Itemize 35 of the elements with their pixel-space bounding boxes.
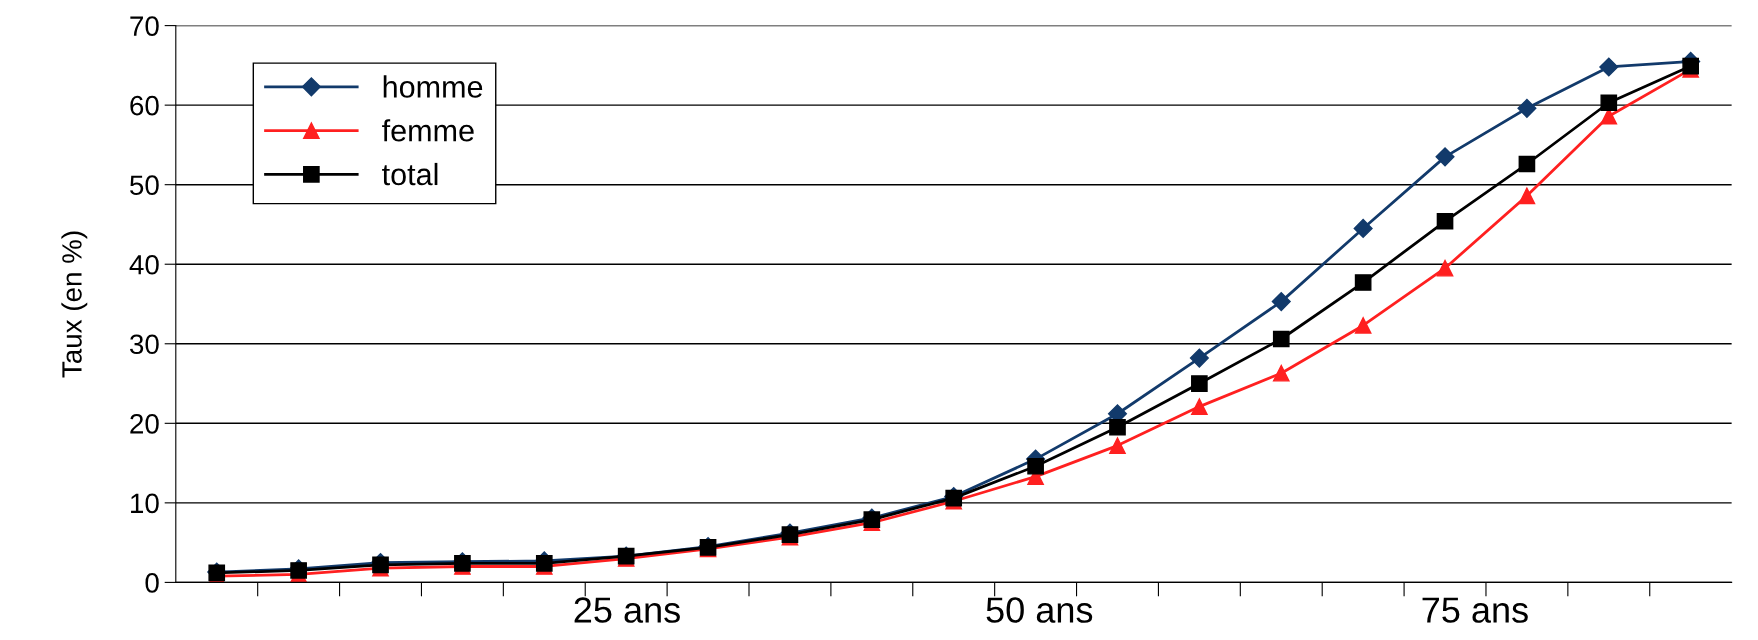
text: 50 ans [986, 597, 1093, 623]
point [1354, 317, 1372, 334]
point [1191, 375, 1208, 392]
y-tick-label: 40 [129, 254, 159, 275]
point [1109, 418, 1126, 436]
point [1191, 398, 1208, 415]
y-axis-title: Taux (en %) [61, 231, 88, 378]
point [1518, 187, 1536, 205]
point [1436, 259, 1454, 277]
text: 25 ans [574, 597, 680, 623]
text: 75 ans [1422, 597, 1528, 623]
point [1027, 457, 1044, 475]
legend-label: femme [382, 119, 474, 142]
y-tick-label: 0 [145, 573, 159, 593]
point [1353, 218, 1373, 238]
point [1272, 330, 1290, 348]
y-tick-label: 50 [130, 175, 159, 196]
y-tick-label: 20 [130, 413, 159, 434]
y-tick-label: 60 [130, 95, 159, 116]
point [1517, 98, 1537, 118]
y-tick-label: 10 [131, 493, 159, 514]
point [1599, 57, 1619, 77]
point [1189, 348, 1209, 368]
point [1272, 364, 1290, 382]
point [1271, 292, 1291, 312]
point [1354, 274, 1372, 291]
point [1518, 155, 1536, 173]
point [1600, 94, 1618, 112]
point [1435, 147, 1455, 167]
legend-label: total [382, 162, 438, 186]
point [1436, 212, 1454, 230]
legend-label: homme [383, 75, 483, 98]
point [1109, 437, 1126, 454]
y-tick-label: 30 [129, 334, 159, 355]
y-tick-label: 70 [130, 16, 159, 36]
